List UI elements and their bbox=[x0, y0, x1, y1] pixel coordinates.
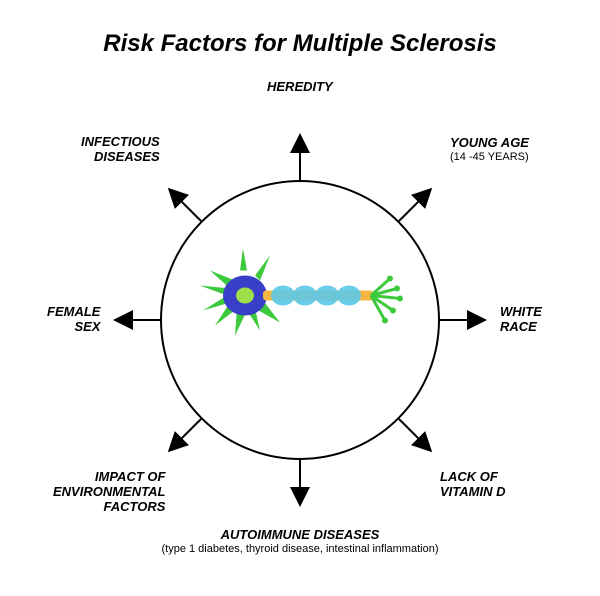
factor-label: WHITE RACE bbox=[500, 305, 542, 335]
factor-label: HEREDITY bbox=[267, 80, 333, 95]
factor-label: IMPACT OF ENVIRONMENTAL FACTORS bbox=[53, 470, 165, 515]
arrow bbox=[169, 419, 201, 451]
arrow bbox=[399, 419, 431, 451]
factor-label: FEMALE SEX bbox=[47, 305, 100, 335]
factor-label: YOUNG AGE(14 -45 YEARS) bbox=[450, 136, 529, 164]
factor-label: INFECTIOUS DISEASES bbox=[81, 135, 160, 165]
factor-label: LACK OF VITAMIN D bbox=[440, 470, 505, 500]
arrow bbox=[399, 189, 431, 221]
factor-label: AUTOIMMUNE DISEASES(type 1 diabetes, thy… bbox=[162, 528, 439, 556]
arrow bbox=[169, 189, 201, 221]
